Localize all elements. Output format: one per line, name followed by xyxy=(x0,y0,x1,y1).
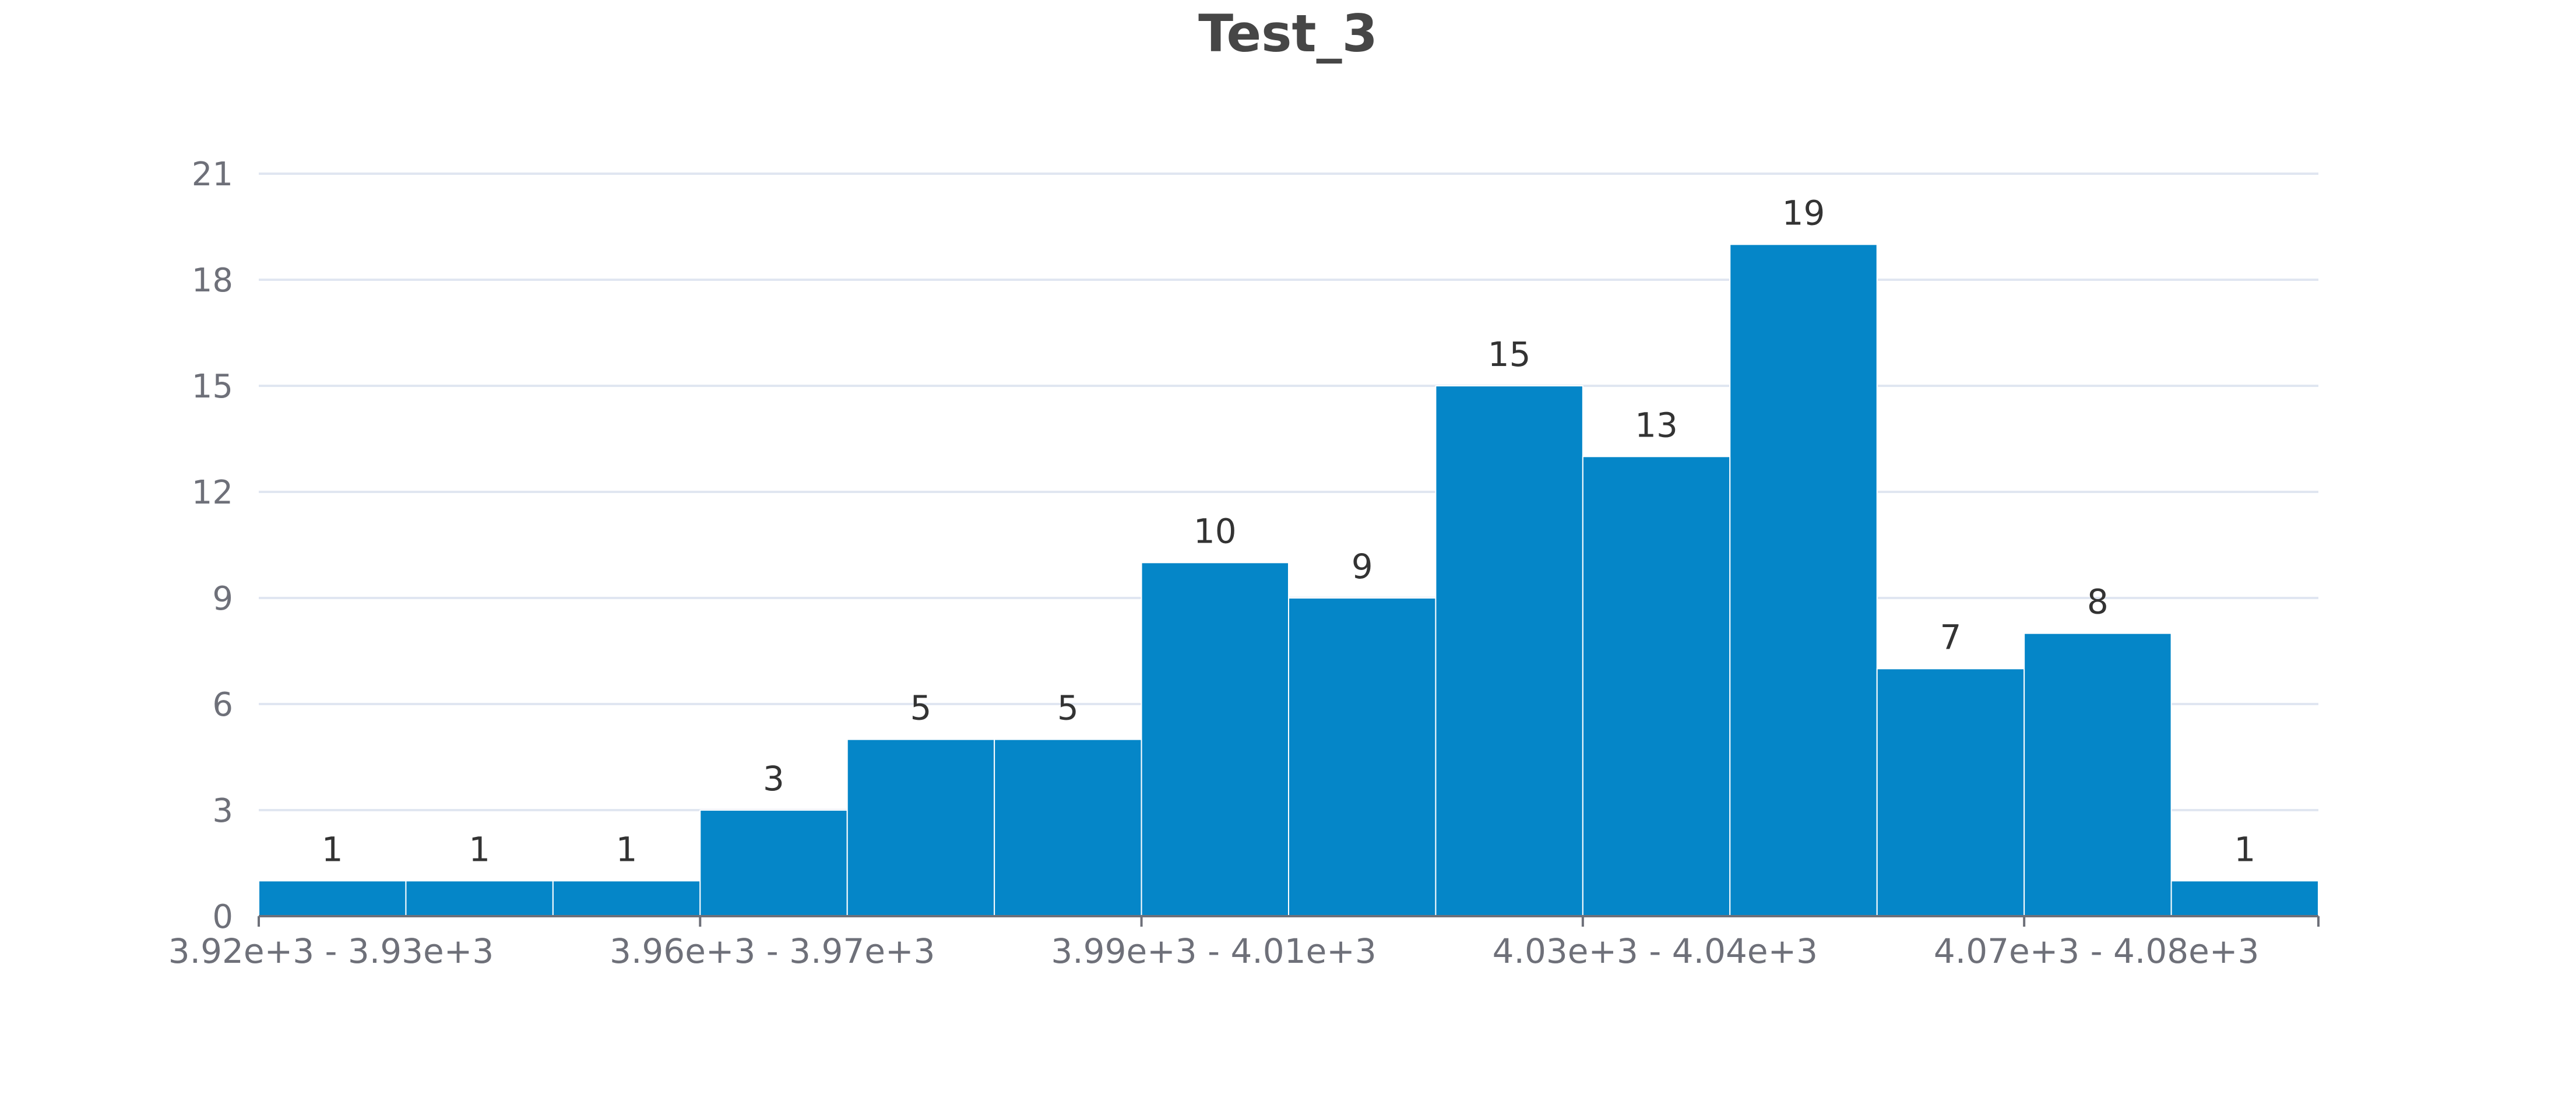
y-tick-label: 0 xyxy=(212,898,233,936)
x-tick-label: 3.92e+3 - 3.93e+3 xyxy=(168,931,494,971)
histogram-bar xyxy=(1435,385,1583,917)
bar-data-label: 1 xyxy=(616,829,638,869)
histogram-bar xyxy=(2024,632,2172,917)
bar-data-label: 10 xyxy=(1194,511,1237,551)
x-tick-label: 3.99e+3 - 4.01e+3 xyxy=(1051,931,1376,971)
x-axis: 3.92e+3 - 3.93e+3 3.96e+3 - 3.97e+3 3.99e+… xyxy=(168,915,2320,971)
bar-data-label: 15 xyxy=(1488,335,1531,374)
x-tick-label: 3.96e+3 - 3.97e+3 xyxy=(610,931,935,971)
bar-data-label: 1 xyxy=(322,829,343,869)
histogram-bar xyxy=(1876,668,2025,917)
histogram-bar xyxy=(405,880,554,917)
histogram-bar xyxy=(699,810,848,917)
bar-data-label: 3 xyxy=(763,759,784,798)
histogram-bar xyxy=(846,738,995,917)
y-tick-label: 18 xyxy=(192,262,233,300)
histogram-bar xyxy=(2170,880,2320,917)
histogram-bar xyxy=(1141,562,1289,917)
bar-data-label: 9 xyxy=(1352,547,1373,586)
histogram-bar xyxy=(258,880,407,917)
bar-data-label: 5 xyxy=(1057,688,1079,728)
y-tick-label: 6 xyxy=(212,686,233,724)
bar-data-label: 1 xyxy=(2234,829,2255,869)
bar-data-label: 5 xyxy=(910,688,931,728)
y-tick-label: 21 xyxy=(192,156,233,193)
bar-data-label: 1 xyxy=(469,829,490,869)
histogram-bar xyxy=(1582,456,1731,917)
x-tick-label: 4.07e+3 - 4.08e+3 xyxy=(1934,931,2259,971)
histogram-bar xyxy=(1729,244,1878,917)
bar-data-label: 19 xyxy=(1782,193,1825,233)
x-tick-label: 4.03e+3 - 4.04e+3 xyxy=(1493,931,1818,971)
bar-data-label: 13 xyxy=(1635,405,1678,445)
y-tick-label: 9 xyxy=(212,580,233,618)
bar-data-label: 7 xyxy=(1940,617,1961,657)
y-tick-label: 3 xyxy=(212,792,233,830)
y-tick-label: 15 xyxy=(192,368,233,406)
histogram-bar xyxy=(1288,597,1437,917)
bar-layer xyxy=(258,244,2320,917)
bar-data-label: 8 xyxy=(2087,582,2109,622)
chart-title: Test_3 xyxy=(1198,3,1378,64)
histogram-bar xyxy=(552,880,701,917)
y-tick-label: 12 xyxy=(192,474,233,512)
histogram-bar xyxy=(994,738,1142,917)
